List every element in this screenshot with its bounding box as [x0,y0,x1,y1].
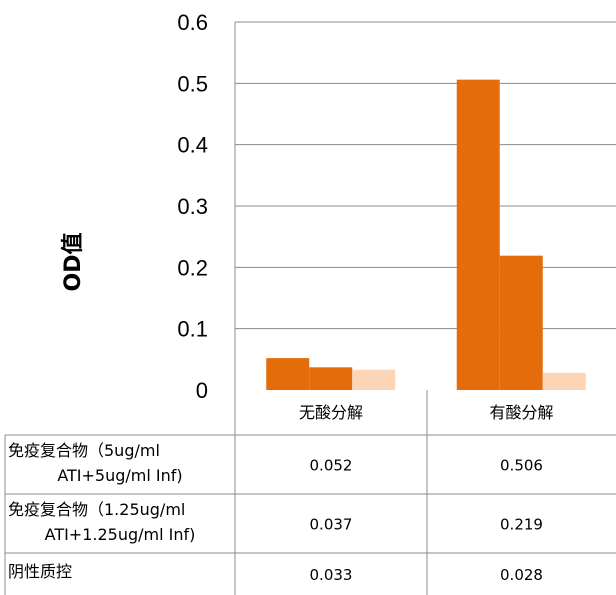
data-label: 0.506 [500,457,543,475]
data-label: 0.033 [310,566,353,584]
series-name: ATI+1.25ug/ml Inf) [45,525,196,544]
bars [266,79,586,391]
y-tick-label: 0.5 [177,71,208,96]
series-name: ATI+5ug/ml Inf) [57,466,182,485]
category-label: 有酸分解 [489,403,553,422]
bar [499,255,543,390]
y-tick-label: 0.2 [177,255,208,280]
y-axis-title: OD值 [60,233,86,292]
bar [352,369,396,390]
series-name: 免疫复合物（1.25ug/ml [8,500,185,519]
data-label: 0.219 [500,516,543,534]
bar [456,79,500,391]
y-tick-label: 0.4 [177,133,208,158]
category-label: 无酸分解 [299,403,363,422]
bar [542,372,586,390]
y-axis: 0 0.1 0.2 0.3 0.4 0.5 0.6 [177,10,208,403]
data-label: 0.037 [310,516,353,534]
y-tick-label: 0 [196,378,208,403]
data-label: 0.052 [310,457,353,475]
series-name: 免疫复合物（5ug/ml [8,441,160,460]
y-tick-label: 0.6 [177,10,208,35]
bar [266,358,310,390]
series-name: 阴性质控 [8,562,72,581]
y-tick-label: 0.3 [177,194,208,219]
y-tick-label: 0.1 [177,317,208,342]
bar [309,367,353,390]
data-label: 0.028 [500,566,543,584]
gridlines [234,21,616,390]
